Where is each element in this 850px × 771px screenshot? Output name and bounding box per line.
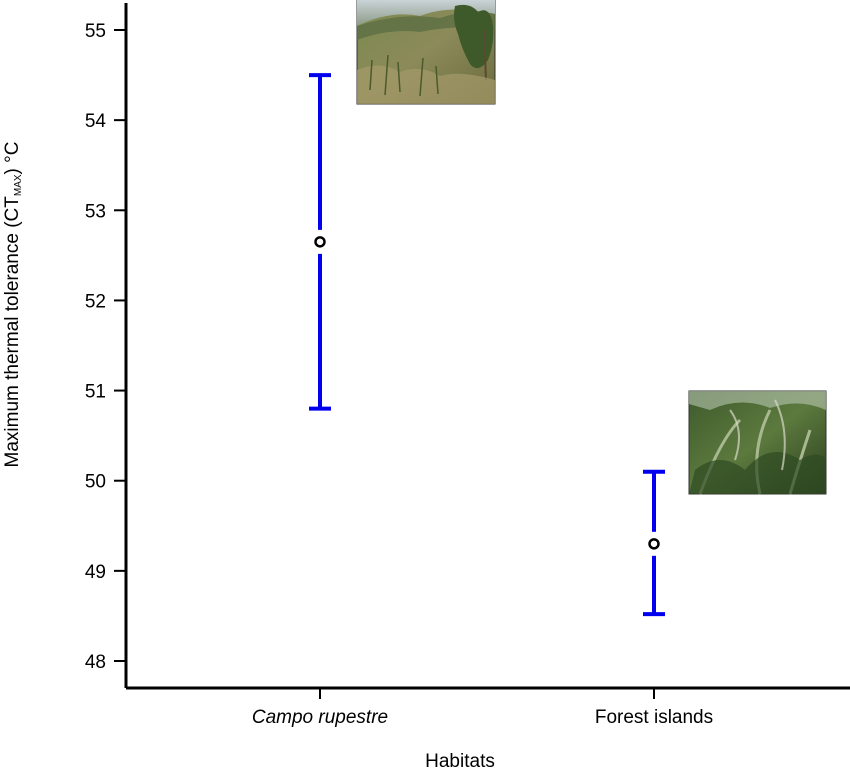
error-bar-campo-rupestre <box>309 73 331 411</box>
category-labels: Campo rupestre Forest islands <box>252 707 713 728</box>
y-tick-label: 53 <box>85 201 106 222</box>
y-tick-label: 49 <box>85 562 106 583</box>
y-tick-label: 55 <box>85 21 106 42</box>
y-tick-label: 54 <box>85 111 107 132</box>
forest-islands-photo <box>688 390 827 495</box>
y-tick-label: 48 <box>85 652 106 673</box>
x-axis-title: Habitats <box>425 751 495 771</box>
mean-point <box>314 236 326 248</box>
x-ticks <box>319 688 655 699</box>
mean-point <box>648 538 660 550</box>
y-ticks: 48 49 50 51 52 53 54 55 <box>85 21 126 673</box>
y-tick-label: 51 <box>85 382 106 403</box>
error-bar-forest-islands <box>643 469 665 617</box>
campo-rupestre-photo <box>356 0 496 105</box>
data-marks <box>309 73 665 617</box>
category-label-campo-rupestre: Campo rupestre <box>252 707 388 728</box>
category-label-forest-islands: Forest islands <box>595 707 713 728</box>
y-tick-label: 50 <box>85 472 106 493</box>
axes: 48 49 50 51 52 53 54 55 <box>85 3 850 699</box>
y-tick-label: 52 <box>85 291 106 312</box>
